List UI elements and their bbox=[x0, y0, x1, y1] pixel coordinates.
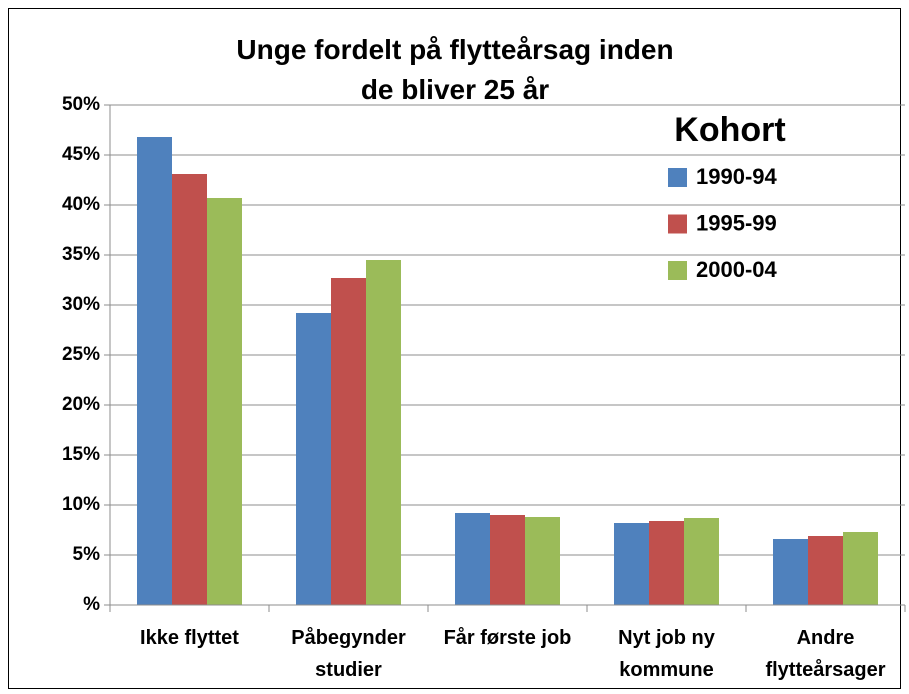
y-tick-label: 25% bbox=[62, 344, 100, 365]
bar bbox=[684, 518, 719, 605]
bar bbox=[137, 137, 172, 605]
legend-swatch bbox=[668, 261, 687, 280]
y-tick-label: 10% bbox=[62, 494, 100, 515]
y-tick-label: 45% bbox=[62, 144, 100, 165]
bar bbox=[490, 515, 525, 605]
legend-label: 1995-99 bbox=[696, 210, 777, 235]
y-tick-label: 40% bbox=[62, 194, 100, 215]
bar bbox=[172, 174, 207, 605]
x-tick-label: Påbegynder studier bbox=[291, 627, 406, 681]
legend-label: 1990-94 bbox=[696, 164, 778, 189]
y-tick-label: 35% bbox=[62, 244, 100, 265]
bar bbox=[296, 313, 331, 605]
x-tick-label: Får første job bbox=[443, 627, 572, 649]
y-tick-label: % bbox=[83, 594, 100, 615]
y-tick-label: 50% bbox=[62, 94, 100, 115]
chart-title: Unge fordelt på flytteårsag inden de bli… bbox=[236, 34, 674, 105]
bar bbox=[843, 532, 878, 605]
bar bbox=[773, 539, 808, 605]
bar bbox=[331, 278, 366, 605]
x-tick-label: Ikke flyttet bbox=[140, 627, 239, 649]
y-tick-label: 5% bbox=[73, 544, 101, 565]
legend-swatch bbox=[668, 214, 687, 234]
bar bbox=[207, 198, 242, 605]
y-tick-label: 30% bbox=[62, 294, 100, 315]
x-tick-label: Andre flytteårsager bbox=[765, 627, 886, 681]
y-tick-label: 20% bbox=[62, 394, 100, 415]
bar bbox=[455, 513, 490, 605]
legend-label: 2000-04 bbox=[696, 257, 778, 282]
bar bbox=[366, 260, 401, 605]
x-tick-label: Nyt job ny kommune bbox=[618, 627, 715, 681]
bar bbox=[649, 521, 684, 605]
legend-swatch bbox=[668, 168, 687, 187]
bar bbox=[525, 517, 560, 605]
y-tick-label: 15% bbox=[62, 444, 100, 465]
legend-title: Kohort bbox=[674, 111, 786, 149]
bar bbox=[614, 523, 649, 605]
bar bbox=[808, 536, 843, 605]
